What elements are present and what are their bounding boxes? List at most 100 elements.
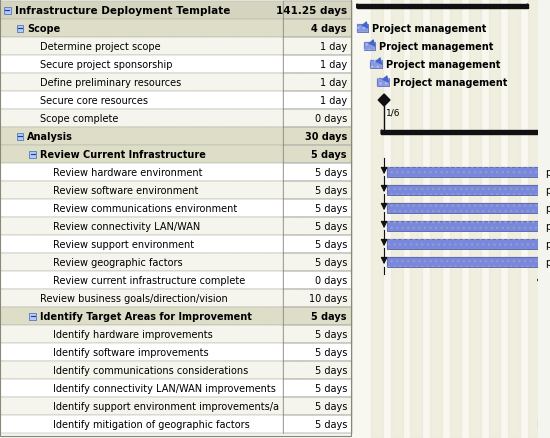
Text: 5 days: 5 days (315, 419, 347, 429)
Bar (283, 38, 352, 56)
Bar (283, 415, 352, 433)
Bar (387, 168, 543, 177)
Bar (387, 168, 543, 177)
Bar (283, 307, 352, 325)
Bar (0, 92, 352, 110)
Text: 5 days: 5 days (315, 240, 347, 249)
Bar (0, 307, 352, 325)
Text: p: p (546, 240, 550, 249)
Bar (0, 343, 352, 361)
Bar (0, 2, 352, 20)
Bar (377, 79, 389, 87)
Text: 5 days: 5 days (311, 150, 347, 159)
Bar (371, 0, 383, 438)
Text: 5 days: 5 days (315, 383, 347, 393)
Text: p: p (546, 186, 550, 195)
Text: 5 days: 5 days (315, 347, 347, 357)
Text: p: p (546, 222, 550, 231)
Bar (29, 151, 36, 158)
Bar (387, 204, 543, 213)
Bar (469, 0, 481, 438)
Text: Review geographic factors: Review geographic factors (53, 258, 183, 267)
Bar (0, 236, 352, 254)
Bar (0, 0, 352, 438)
Polygon shape (381, 131, 385, 135)
Bar (0, 361, 352, 379)
Bar (283, 200, 352, 218)
Text: Review current infrastructure complete: Review current infrastructure complete (53, 276, 245, 285)
Text: Review hardware environment: Review hardware environment (53, 168, 202, 177)
Bar (370, 61, 382, 69)
Bar (4, 7, 11, 14)
Text: 1/6: 1/6 (386, 109, 400, 118)
Text: 1 day: 1 day (320, 60, 347, 70)
Bar (283, 20, 352, 38)
Bar (0, 218, 352, 236)
Text: Review Current Infrastructure: Review Current Infrastructure (40, 150, 206, 159)
Bar (0, 379, 352, 397)
Bar (0, 146, 352, 164)
Bar (0, 272, 352, 290)
Bar (283, 56, 352, 74)
Text: 141.25 days: 141.25 days (276, 6, 347, 16)
Bar (0, 254, 352, 272)
Bar (0, 38, 352, 56)
Bar (0, 128, 352, 146)
Bar (508, 0, 520, 438)
Text: 5 days: 5 days (315, 186, 347, 195)
Bar (537, 419, 550, 429)
Text: p: p (546, 168, 550, 177)
Text: 30 days: 30 days (305, 132, 347, 141)
Text: Analysis: Analysis (28, 132, 73, 141)
Bar (283, 74, 352, 92)
Text: Identify support environment improvements/a: Identify support environment improvement… (53, 401, 279, 411)
Text: Secure core resources: Secure core resources (40, 96, 148, 106)
Text: 5 days: 5 days (315, 168, 347, 177)
Bar (537, 419, 550, 429)
Bar (387, 240, 543, 249)
Polygon shape (378, 95, 390, 107)
Text: Project management: Project management (393, 78, 507, 88)
Bar (283, 128, 352, 146)
Text: p: p (546, 204, 550, 213)
Bar (352, 0, 537, 438)
Bar (387, 222, 543, 231)
Text: 1 day: 1 day (320, 78, 347, 88)
Bar (16, 133, 24, 140)
Text: Identify software improvements: Identify software improvements (53, 347, 208, 357)
Bar (364, 43, 375, 51)
Polygon shape (548, 131, 550, 135)
Bar (387, 186, 543, 195)
Text: Review business goals/direction/vision: Review business goals/direction/vision (40, 293, 228, 303)
Text: Scope complete: Scope complete (40, 114, 118, 124)
Polygon shape (537, 274, 549, 286)
Bar (283, 236, 352, 254)
Polygon shape (357, 5, 361, 9)
Text: Define preliminary resources: Define preliminary resources (40, 78, 182, 88)
Text: Review connectivity LAN/WAN: Review connectivity LAN/WAN (53, 222, 200, 231)
Text: Identify mitigation of geographic factors: Identify mitigation of geographic factor… (53, 419, 250, 429)
Bar (430, 0, 442, 438)
Text: Determine project scope: Determine project scope (40, 42, 161, 52)
Bar (283, 361, 352, 379)
Text: Review software environment: Review software environment (53, 186, 198, 195)
Bar (387, 222, 543, 231)
Text: 5 days: 5 days (315, 329, 347, 339)
Bar (387, 240, 543, 249)
Bar (387, 258, 543, 267)
Text: p: p (546, 258, 550, 267)
Text: Scope: Scope (28, 24, 60, 34)
Text: 5 days: 5 days (311, 311, 347, 321)
Bar (410, 0, 422, 438)
Text: 5 days: 5 days (315, 258, 347, 267)
Text: Project management: Project management (379, 42, 493, 52)
Text: 0 days: 0 days (315, 114, 347, 124)
Polygon shape (524, 5, 528, 9)
Text: 5 days: 5 days (315, 401, 347, 411)
Text: Project management: Project management (386, 60, 500, 70)
Text: 1 day: 1 day (320, 96, 347, 106)
Bar (370, 61, 382, 69)
Bar (387, 258, 543, 267)
Bar (283, 2, 352, 20)
Text: Secure project sponsorship: Secure project sponsorship (40, 60, 173, 70)
